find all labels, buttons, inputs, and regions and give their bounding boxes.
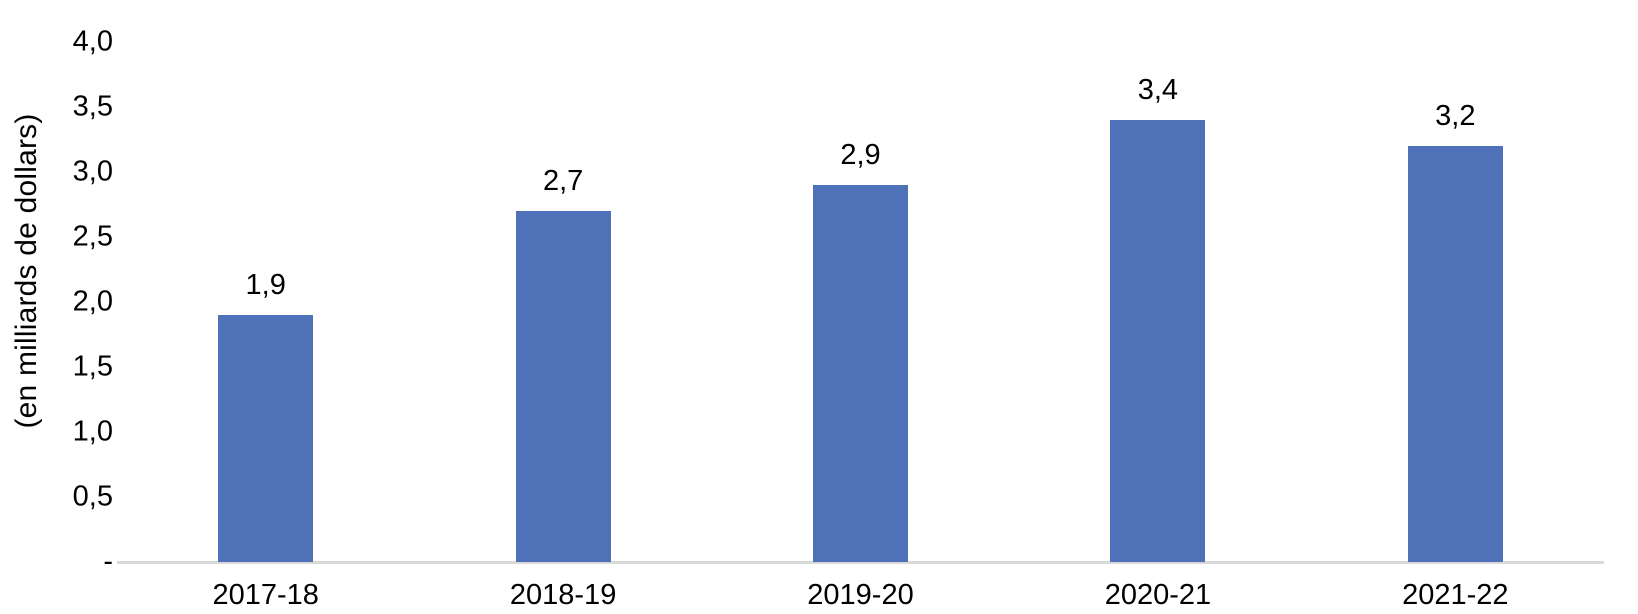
- y-tick-label: 0,5: [72, 480, 113, 513]
- bar-value-label: 3,2: [1435, 100, 1476, 133]
- bar: [515, 211, 611, 562]
- y-tick-label: 2,0: [72, 285, 113, 318]
- x-tick-label: 2020-21: [1104, 579, 1212, 612]
- bars-container: 1,9 2017-18 2,7 2018-19 2,9 2019-20 3,4 2020-21…: [117, 42, 1604, 611]
- bar-group: 2,7 2018-19: [414, 42, 711, 611]
- bar-group: 3,2 2021-22: [1307, 42, 1604, 611]
- bar: [813, 185, 909, 562]
- bar-value-label: 1,9: [245, 269, 286, 302]
- y-tick-label: 4,0: [72, 25, 113, 58]
- bar: [1407, 146, 1503, 562]
- x-tick-label: 2018-19: [509, 579, 617, 612]
- y-tick-label: 3,0: [72, 155, 113, 188]
- bar: [1110, 120, 1206, 562]
- y-tick-label: 1,5: [72, 350, 113, 383]
- y-axis-ticks: 4,0 3,5 3,0 2,5 2,0 1,5 1,0 0,5 -: [0, 27, 113, 576]
- bar: [218, 315, 314, 562]
- y-tick-label: 3,5: [72, 90, 113, 123]
- bar-group: 2,9 2019-20: [712, 42, 1009, 611]
- bar-value-label: 2,7: [542, 165, 584, 198]
- x-tick-label: 2019-20: [807, 579, 914, 612]
- plot-area: 1,9 2017-18 2,7 2018-19 2,9 2019-20 3,4 2020-21…: [117, 42, 1604, 611]
- x-tick-label: 2017-18: [212, 579, 319, 612]
- bar-value-label: 3,4: [1137, 74, 1179, 107]
- y-tick-label: 2,5: [72, 220, 113, 253]
- bar-group: 1,9 2017-18: [117, 42, 414, 611]
- y-tick-label: 1,0: [72, 415, 113, 448]
- y-tick-label: -: [103, 545, 113, 578]
- x-tick-label: 2021-22: [1402, 579, 1509, 612]
- bar-value-label: 2,9: [840, 139, 881, 172]
- x-axis-line: [117, 561, 1604, 564]
- bar-group: 3,4 2020-21: [1009, 42, 1306, 611]
